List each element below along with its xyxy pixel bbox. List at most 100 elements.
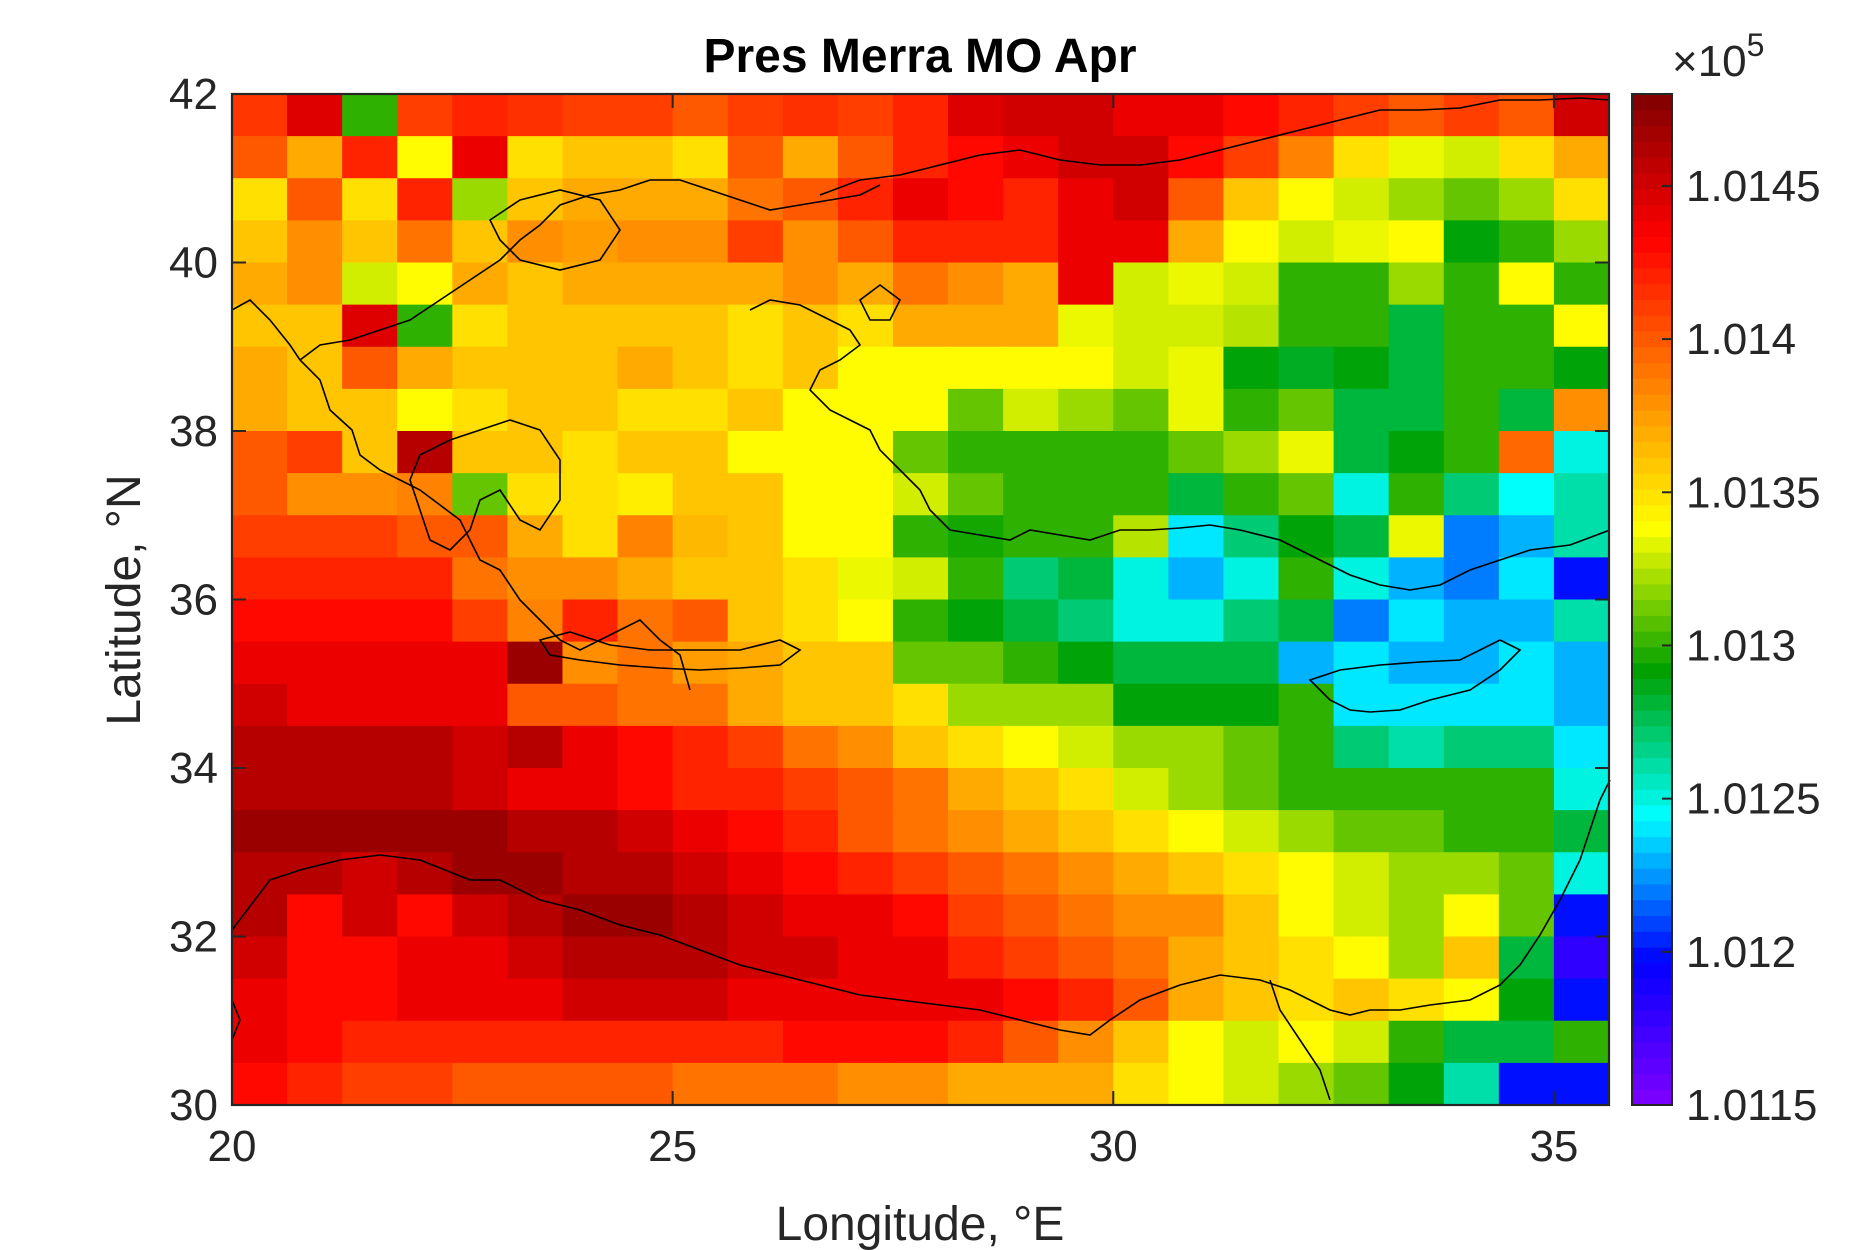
heatmap-cell [1553, 431, 1610, 474]
colorbar-tick-label: 1.014 [1686, 315, 1796, 364]
heatmap-cell [837, 1062, 894, 1106]
heatmap-cell [617, 1062, 674, 1106]
heatmap-cell [837, 683, 894, 727]
heatmap-cell [948, 473, 1004, 516]
heatmap-cell [1443, 599, 1500, 643]
colorbar-band [1632, 1041, 1672, 1059]
heatmap-cell [617, 515, 674, 558]
heatmap-cell [948, 768, 1004, 811]
heatmap-cell [892, 810, 949, 853]
heatmap-cell [1113, 515, 1169, 558]
heatmap-cell [1168, 894, 1225, 938]
colorbar-exponent: ×105 [1672, 27, 1764, 86]
heatmap-cell [232, 768, 288, 811]
heatmap-cell [1058, 431, 1114, 474]
heatmap-cell [1333, 1020, 1390, 1064]
heatmap-cell [507, 262, 564, 306]
heatmap-cell [1443, 936, 1500, 980]
heatmap-cell [1113, 262, 1169, 306]
heatmap-cell [507, 683, 564, 727]
heatmap-cell [617, 894, 674, 938]
heatmap-cell [507, 515, 564, 558]
heatmap-cell [507, 1062, 564, 1106]
heatmap-cell [672, 220, 729, 264]
heatmap-cell [287, 683, 343, 727]
colorbar-band [1632, 457, 1672, 474]
heatmap-cell [837, 557, 894, 601]
heatmap-cell [617, 768, 674, 811]
heatmap-cell [1553, 978, 1610, 1022]
heatmap-cell [507, 136, 564, 179]
heatmap-cell [672, 810, 729, 853]
heatmap-cell [892, 262, 949, 306]
heatmap-cell [1003, 810, 1059, 853]
heatmap-cell [1168, 388, 1225, 432]
heatmap-cell [507, 178, 564, 221]
heatmap-cell [287, 852, 343, 895]
heatmap-cell [507, 768, 564, 811]
heatmap-cell [562, 515, 619, 558]
heatmap-cell [1443, 768, 1500, 811]
heatmap-cell [1443, 1020, 1500, 1064]
heatmap-cell [1168, 768, 1225, 811]
heatmap-cell [452, 1020, 508, 1064]
heatmap-cell [232, 220, 288, 264]
heatmap-cell [1113, 894, 1169, 938]
heatmap-cell [727, 431, 784, 474]
heatmap-cell [397, 725, 453, 769]
heatmap-cell [287, 388, 343, 432]
heatmap-cell [1278, 894, 1335, 938]
heatmap-cell [837, 136, 894, 179]
heatmap-cell [562, 768, 619, 811]
colorbar-band [1632, 283, 1672, 300]
heatmap-cell [1113, 936, 1169, 980]
heatmap-cell [727, 641, 784, 685]
heatmap-cell [1498, 178, 1555, 221]
heatmap-cell [948, 936, 1004, 980]
heatmap-cell [837, 1020, 894, 1064]
heatmap-cell [342, 388, 398, 432]
heatmap-cell [892, 94, 949, 137]
heatmap-cell [1058, 641, 1114, 685]
heatmap-cell [782, 1020, 839, 1064]
colorbar-band [1632, 947, 1672, 964]
heatmap-cell [1553, 220, 1610, 264]
heatmap-cell [837, 388, 894, 432]
heatmap-cell [1388, 304, 1445, 348]
heatmap-cell [892, 1062, 949, 1106]
colorbar-tick-label: 1.0125 [1686, 775, 1821, 824]
heatmap-cell [1498, 725, 1555, 769]
heatmap-cell [562, 852, 619, 895]
heatmap-cell [1498, 599, 1555, 643]
colorbar-band [1632, 141, 1672, 158]
heatmap-cell [782, 725, 839, 769]
heatmap-cell [727, 852, 784, 895]
heatmap-cell [782, 810, 839, 853]
heatmap-cell [1333, 852, 1390, 895]
heatmap-cell [1058, 978, 1114, 1022]
heatmap-cell [1113, 768, 1169, 811]
heatmap-cell [892, 894, 949, 938]
heatmap-cell [1278, 1020, 1335, 1064]
heatmap-cell [342, 683, 398, 727]
heatmap-cell [1223, 388, 1280, 432]
heatmap-cell [342, 346, 398, 390]
heatmap-cell [1058, 304, 1114, 348]
heatmap-cell [1553, 262, 1610, 306]
heatmap-cell [1388, 473, 1445, 516]
heatmap-cell [948, 136, 1004, 179]
heatmap-cell [1113, 178, 1169, 221]
heatmap-cell [617, 641, 674, 685]
heatmap-cell [892, 220, 949, 264]
chart-title: Pres Merra MO Apr [703, 30, 1136, 83]
heatmap-cell [782, 94, 839, 137]
heatmap-cell [782, 641, 839, 685]
heatmap-cell [232, 304, 288, 348]
heatmap-cell [232, 94, 288, 137]
heatmap-cell [892, 557, 949, 601]
heatmap-cell [1278, 978, 1335, 1022]
heatmap-cell [1443, 220, 1500, 264]
heatmap-cell [342, 557, 398, 601]
heatmap-cell [617, 1020, 674, 1064]
